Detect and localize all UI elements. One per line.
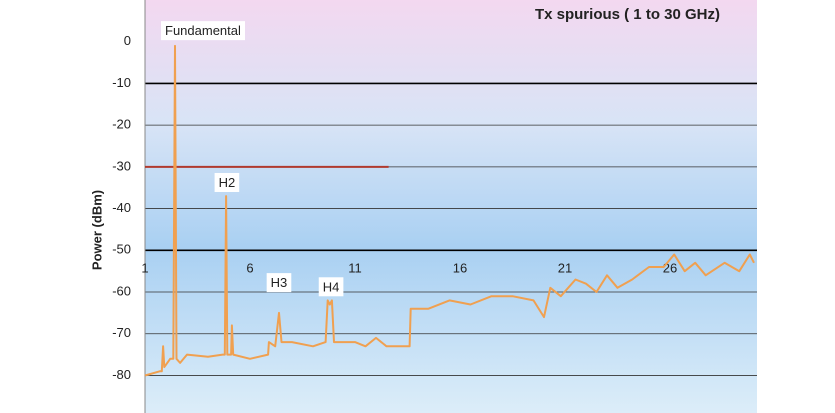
chart-title: Tx spurious ( 1 to 30 GHz) [535, 6, 720, 23]
y-tick-label: 0 [124, 33, 131, 48]
x-tick-label: 26 [663, 261, 677, 276]
x-tick-label: 21 [558, 261, 572, 276]
annotation-box [318, 277, 344, 297]
y-tick-label: -10 [112, 75, 131, 90]
y-axis-label: Power (dBm) [89, 190, 104, 270]
y-tick-label: -70 [112, 325, 131, 340]
y-tick-label: -50 [112, 242, 131, 257]
plot-area [145, 0, 757, 413]
y-tick-label: -80 [112, 367, 131, 382]
x-tick-label: 1 [141, 261, 148, 276]
y-tick-label: -60 [112, 283, 131, 298]
x-tick-label: 11 [348, 261, 362, 276]
annotation-box [161, 21, 246, 41]
annotation: H4 [323, 279, 340, 294]
x-tick-label: 6 [246, 261, 253, 276]
series-line [144, 44, 755, 377]
y-tick-label: -30 [112, 158, 131, 173]
annotation: Fundamental [165, 23, 241, 38]
annotation-box [214, 172, 240, 192]
x-tick-label: 16 [453, 261, 467, 276]
y-tick-label: -40 [112, 200, 131, 215]
annotation: H2 [219, 175, 236, 190]
annotation-box [266, 273, 292, 293]
annotation: H3 [271, 275, 288, 290]
y-tick-label: -20 [112, 117, 131, 132]
